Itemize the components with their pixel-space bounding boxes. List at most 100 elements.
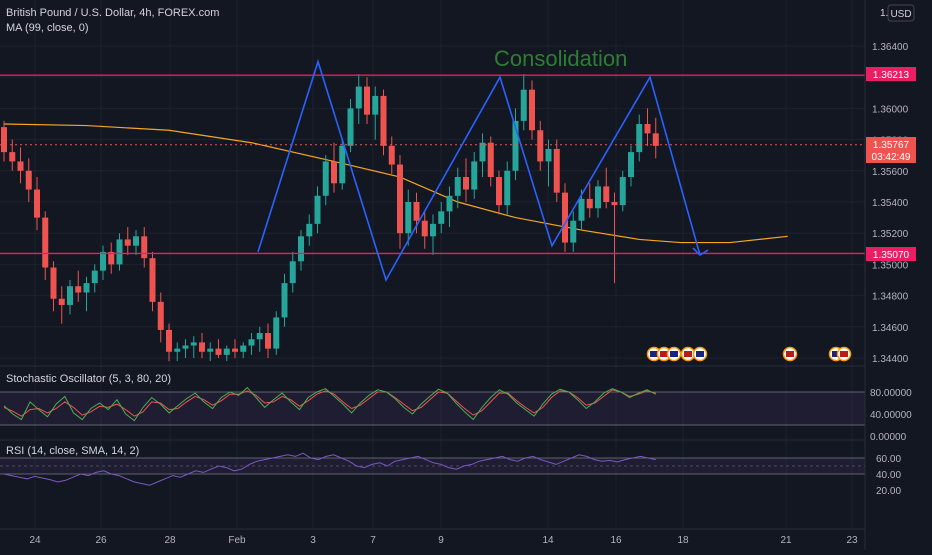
candle-body[interactable] [289,261,296,284]
candle-body[interactable] [157,301,164,330]
candle-body[interactable] [430,223,436,237]
candle-body[interactable] [240,345,247,352]
candle-body[interactable] [463,177,469,190]
candle-body[interactable] [347,108,354,146]
candle-body[interactable] [380,95,387,146]
candle-body[interactable] [83,283,90,293]
candle-body[interactable] [182,345,189,349]
resistance-price-label: 1.36213 [873,70,910,81]
candle-body[interactable] [339,145,346,184]
candle-body[interactable] [421,220,428,237]
pattern-line[interactable] [257,58,701,283]
candle-body[interactable] [25,170,32,190]
candle-body[interactable] [91,270,98,284]
candle-body[interactable] [34,189,40,218]
candle-body[interactable] [149,258,156,302]
stoch-legend[interactable]: Stochastic Oscillator (5, 3, 80, 20) [6,373,171,385]
candle-body[interactable] [454,177,461,196]
candle-body[interactable] [215,348,222,355]
candle-body[interactable] [595,186,601,209]
candle-body[interactable] [471,161,478,190]
candle-body[interactable] [652,133,659,146]
candle-body[interactable] [273,317,280,349]
candle-body[interactable] [124,239,131,246]
candle-body[interactable] [388,145,395,165]
candle-body[interactable] [537,130,544,162]
candle-body[interactable] [199,342,205,352]
rsi-legend[interactable]: RSI (14, close, SMA, 14, 2) [6,445,139,457]
event-flags[interactable] [646,346,852,362]
ma-legend[interactable]: MA (99, close, 0) [6,22,89,34]
candle-body[interactable] [298,236,304,262]
event-flag-emblem [684,351,692,357]
current-price-tag [866,137,916,163]
candle-body[interactable] [512,120,519,171]
candle-body[interactable] [487,142,494,178]
candle-body[interactable] [545,148,552,162]
candle-body[interactable] [331,161,337,184]
candle-body[interactable] [372,95,379,115]
candle-body[interactable] [397,164,403,234]
candle-body[interactable] [42,217,49,268]
candle-body[interactable] [413,202,420,221]
candle-body[interactable] [1,127,7,153]
candle-body[interactable] [265,333,271,349]
candle-body[interactable] [438,211,445,224]
candle-body[interactable] [281,283,288,318]
candle-body[interactable] [644,124,651,134]
candle-body[interactable] [108,251,115,265]
candle-body[interactable] [50,267,57,299]
currency-badge[interactable] [887,4,915,22]
candle-body[interactable] [314,195,321,224]
candle-body[interactable] [133,236,139,246]
candle-body[interactable] [570,220,577,243]
candle-body[interactable] [364,86,370,115]
candle-body[interactable] [529,89,535,131]
candle-body[interactable] [116,239,123,265]
price-tick-label: 1.36400 [872,42,909,53]
symbol-title[interactable]: British Pound / U.S. Dollar, 4h, FOREX.c… [6,7,219,19]
candle-body[interactable] [562,192,568,243]
candle-body[interactable] [496,177,502,206]
candle-body[interactable] [9,152,16,162]
candle-body[interactable] [446,195,453,212]
candle-body[interactable] [256,333,263,340]
candle-body[interactable] [636,124,643,153]
candle-body[interactable] [355,86,362,109]
time-axis[interactable]: 24 26 28 Feb 3 7 9 14 16 18 21 23 [29,535,858,546]
candle-body[interactable] [248,339,255,346]
candle-body[interactable] [619,177,626,206]
candle-body[interactable] [100,251,106,271]
consolidation-annotation[interactable]: Consolidation [494,46,627,71]
candle-body[interactable] [628,152,634,178]
candle-body[interactable] [578,198,585,221]
candle-body[interactable] [553,148,560,193]
candle-body[interactable] [223,348,230,355]
candlestick-series[interactable] [1,74,659,362]
zigzag-pattern[interactable] [257,58,709,283]
candle-body[interactable] [166,329,172,352]
candle-body[interactable] [306,223,313,237]
candle-body[interactable] [405,202,412,234]
candle-body[interactable] [141,236,148,259]
candle-body[interactable] [75,286,82,293]
candle-body[interactable] [232,348,238,352]
candle-body[interactable] [17,161,24,171]
candle-body[interactable] [190,342,197,346]
price-axis-background[interactable] [865,0,932,550]
candle-body[interactable] [603,186,610,202]
candle-body[interactable] [520,89,527,121]
candle-body[interactable] [58,298,65,305]
price-tick-label: 1.36000 [872,104,909,115]
candle-body[interactable] [611,202,618,206]
candle-body[interactable] [174,348,181,352]
candle-body[interactable] [586,198,593,209]
current-price-label: 1.35767 [873,140,910,151]
candle-body[interactable] [479,142,486,162]
candle-body[interactable] [207,348,214,352]
horizontal-levels[interactable] [0,74,865,255]
candle-body[interactable] [67,286,73,305]
candle-body[interactable] [504,170,511,206]
candle-body[interactable] [322,161,329,196]
